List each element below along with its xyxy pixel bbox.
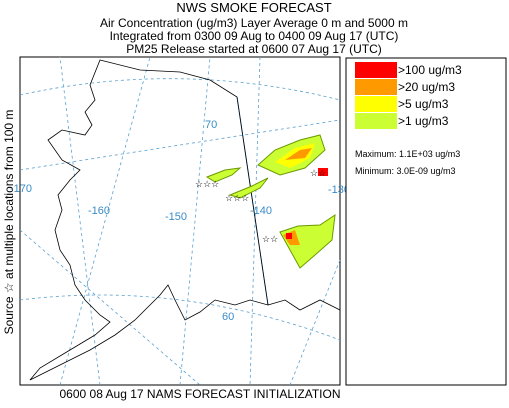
graticule-label: 70 bbox=[205, 119, 217, 131]
source-stars: ☆☆ bbox=[310, 168, 326, 178]
graticule-label: 60 bbox=[222, 311, 234, 323]
map: ☆☆☆ ☆☆☆ ☆☆ ☆☆ 70 -170 -160 -150 -140 -13… bbox=[10, 56, 350, 386]
graticule-label: -130 bbox=[328, 184, 350, 196]
legend-label: >1 ug/m3 bbox=[398, 114, 449, 128]
smoke-plume bbox=[205, 167, 242, 183]
subtitle: Integrated from 0300 09 Aug to 0400 09 A… bbox=[110, 29, 399, 43]
smoke-plume bbox=[228, 177, 269, 199]
coastline bbox=[29, 59, 269, 381]
title: NWS SMOKE FORECAST bbox=[176, 0, 331, 15]
legend-swatch bbox=[355, 96, 397, 112]
side-label: Source ☆ at multiple locations from 100 … bbox=[2, 110, 16, 335]
smoke-plume bbox=[286, 233, 292, 239]
legend-label: >5 ug/m3 bbox=[398, 97, 449, 111]
graticule-label: -140 bbox=[250, 205, 272, 217]
legend-maximum: Maximum: 1.1E+03 ug/m3 bbox=[355, 149, 460, 159]
smoke-plume bbox=[318, 168, 328, 176]
subtitle: PM25 Release started at 0600 07 Aug 17 (… bbox=[126, 42, 381, 56]
graticule bbox=[19, 78, 341, 101]
subtitle: Air Concentration (ug/m3) Layer Average … bbox=[100, 16, 408, 30]
legend-label: >20 ug/m3 bbox=[398, 80, 455, 94]
smoke-plume bbox=[285, 148, 312, 160]
graticule-label: -170 bbox=[10, 183, 32, 195]
legend-box bbox=[345, 57, 507, 386]
graticule-label: -150 bbox=[165, 211, 187, 223]
source-stars: ☆☆☆ bbox=[195, 179, 219, 189]
coastline bbox=[267, 299, 341, 311]
legend-swatch bbox=[355, 79, 397, 95]
smoke-plume bbox=[279, 213, 336, 269]
legend-label: >100 ug/m3 bbox=[398, 63, 462, 77]
legend-swatch bbox=[355, 62, 397, 78]
legend-swatch bbox=[355, 113, 397, 129]
graticule bbox=[19, 294, 341, 341]
source-stars: ☆☆☆ bbox=[225, 193, 249, 203]
map-frame bbox=[19, 56, 341, 386]
graticule-label: -160 bbox=[88, 205, 110, 217]
footer: 0600 08 Aug 17 NAMS FORECAST INITIALIZAT… bbox=[60, 387, 341, 401]
legend-minimum: Minimum: 3.0E-09 ug/m3 bbox=[355, 166, 456, 176]
source-stars: ☆☆ bbox=[262, 234, 278, 244]
